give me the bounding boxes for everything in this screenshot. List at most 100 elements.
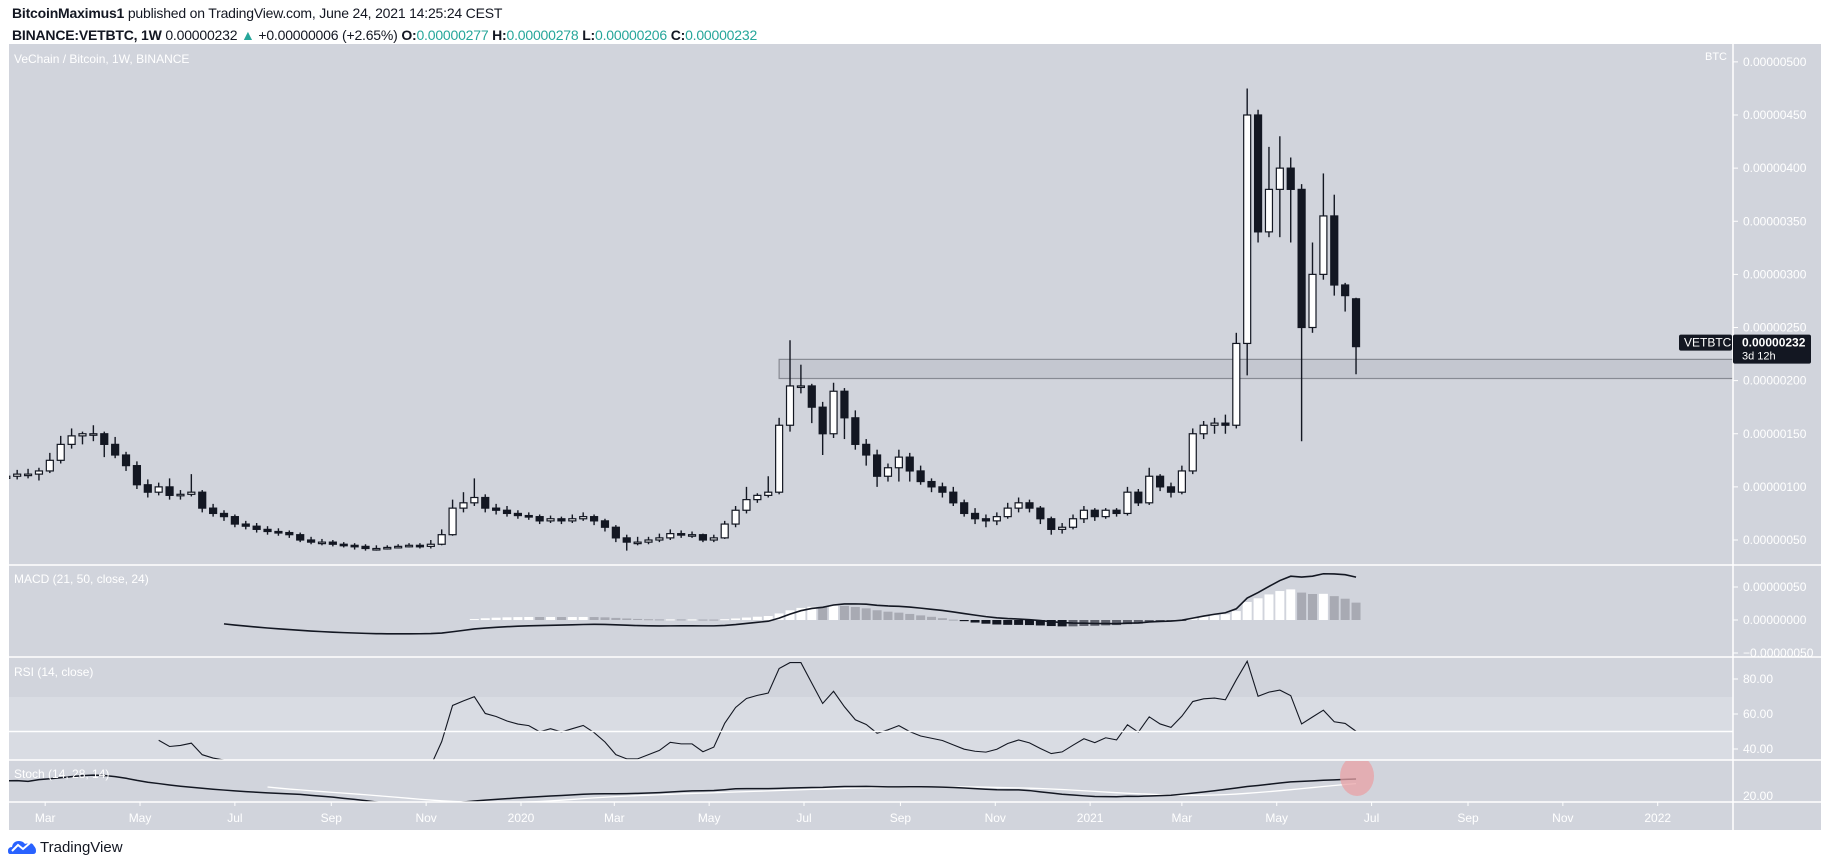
candle <box>121 451 131 471</box>
candle-body-up <box>687 534 697 537</box>
candle-body-down <box>698 534 708 541</box>
macd-histogram-bar <box>1297 592 1307 620</box>
candle-body-down <box>851 417 860 445</box>
candle-body-up <box>404 544 414 548</box>
y-tick-label: 0.00000150 <box>1743 427 1807 441</box>
macd-histogram-bar <box>665 619 675 621</box>
candle-body-up <box>655 537 664 541</box>
candle-body-up <box>709 537 718 541</box>
macd-histogram-bar <box>567 617 577 620</box>
candle-body-up <box>1058 526 1067 530</box>
open-label: O: <box>401 27 417 43</box>
candle <box>492 503 501 515</box>
candle-body-up <box>731 509 740 525</box>
candle <box>481 494 490 513</box>
candle-body-down <box>981 518 991 522</box>
candle <box>1319 173 1328 280</box>
candle <box>775 417 784 495</box>
candle-body-up <box>883 467 893 477</box>
y-tick-label: 0.00000450 <box>1743 108 1807 122</box>
candle <box>1123 486 1132 516</box>
macd-tick-label: 0.00000050 <box>1743 580 1807 594</box>
y-tick-label: 0.00000300 <box>1743 267 1807 281</box>
candle-body-up <box>154 486 163 493</box>
candle <box>513 510 522 519</box>
candle-body-up <box>796 385 806 389</box>
currency-unit-label: BTC <box>1705 51 1727 63</box>
candle <box>644 536 653 545</box>
candle <box>1036 506 1045 525</box>
candle-body-up <box>720 523 729 539</box>
stoch-k-line <box>9 774 1357 802</box>
symbol-tag: VETBTC <box>1684 336 1732 350</box>
candle <box>78 431 87 445</box>
candle-body-up <box>1264 188 1274 233</box>
candle <box>143 479 152 498</box>
macd-histogram-bar <box>927 616 937 620</box>
candle-body-up <box>448 507 457 536</box>
candle <box>350 543 359 550</box>
candle <box>306 536 316 545</box>
macd-histogram-bar <box>654 619 664 621</box>
low-label: L: <box>582 27 596 43</box>
candle-body-down <box>1330 215 1339 286</box>
candle-body-down <box>502 509 512 515</box>
candle-body-down <box>100 433 109 445</box>
macd-histogram-bar <box>752 616 762 620</box>
candle <box>404 543 414 548</box>
high-value: 0.00000278 <box>506 27 579 43</box>
macd-histogram-bar <box>469 619 479 621</box>
macd-histogram-bar <box>644 619 654 621</box>
candle <box>818 401 827 455</box>
macd-histogram-bar <box>1264 594 1274 620</box>
candle-body-up <box>13 473 22 477</box>
footer-brand[interactable]: TradingView <box>8 838 123 856</box>
candle <box>1134 489 1143 506</box>
candle <box>579 512 588 521</box>
macd-tick-label: 0.00000000 <box>1743 613 1807 627</box>
candle-body-down <box>285 531 294 536</box>
candle-body-down <box>611 526 620 539</box>
candle <box>568 514 577 523</box>
candle <box>905 452 914 482</box>
candle-body-down <box>862 443 871 456</box>
macd-histogram-bar <box>720 619 730 621</box>
macd-histogram-bar <box>981 620 991 624</box>
candle <box>1308 242 1317 333</box>
triangle-up-icon: ▲ <box>241 27 255 43</box>
candle-body-down <box>589 516 599 522</box>
candle-body-up <box>67 435 76 445</box>
candle-body-down <box>361 545 370 550</box>
macd-histogram-bar <box>480 618 490 620</box>
candle <box>546 515 555 523</box>
candle <box>230 514 239 528</box>
x-tick-label: 2020 <box>508 811 535 825</box>
y-tick-label: 0.00000100 <box>1743 480 1807 494</box>
candle-body-up <box>764 491 773 496</box>
rsi-label: RSI (14, close) <box>14 665 93 679</box>
macd-histogram-bar <box>894 612 904 620</box>
candle-body-down <box>513 512 522 517</box>
author-name[interactable]: BitcoinMaximus1 <box>12 5 125 21</box>
candle <box>862 439 871 466</box>
candle <box>666 529 675 540</box>
macd-histogram-bar <box>1188 618 1198 620</box>
candle-body-down <box>949 491 958 504</box>
x-tick-label: 2022 <box>1644 811 1671 825</box>
candle-body-down <box>622 537 631 543</box>
macd-histogram-bar <box>1101 620 1111 626</box>
symbol-label: BINANCE:VETBTC, 1W <box>12 27 162 43</box>
macd-histogram-bar <box>1035 620 1045 626</box>
candle-body-up <box>394 545 403 549</box>
candle-body-down <box>840 390 849 419</box>
candle <box>960 499 969 517</box>
candle-body-up <box>894 456 903 469</box>
macd-histogram-bar <box>1329 596 1339 620</box>
candle <box>633 536 642 546</box>
candle-body-down <box>1025 502 1034 509</box>
symbol-info: BINANCE:VETBTC, 1W 0.00000232 ▲ +0.00000… <box>12 27 757 43</box>
candle <box>1221 414 1230 434</box>
macd-histogram-bar <box>676 619 686 621</box>
macd-tick-label: −0.00000050 <box>1743 646 1814 660</box>
